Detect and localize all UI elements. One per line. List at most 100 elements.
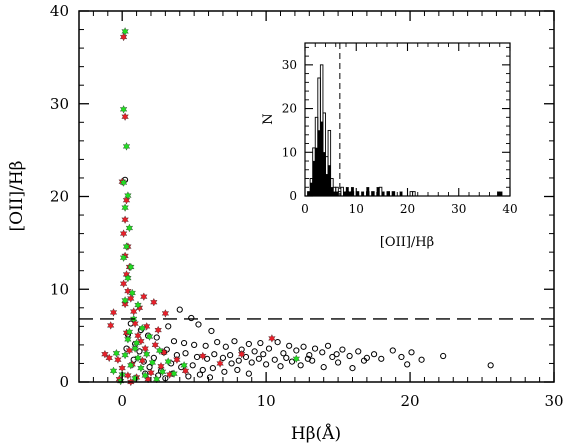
y-tick-label: 0 [59, 373, 69, 391]
open-circle-point [324, 342, 332, 349]
open-circle-point [293, 347, 300, 354]
inset-x-tick-label: 40 [502, 202, 517, 216]
open-circle-point [404, 361, 411, 368]
green-star-point [112, 348, 121, 358]
y-tick-label: 10 [50, 280, 69, 298]
green-star-point [180, 361, 188, 370]
open-circle-point [150, 354, 157, 361]
red-star-point [101, 350, 109, 359]
green-star-point [134, 353, 142, 363]
open-circle-point [204, 355, 211, 362]
red-star-point [147, 368, 155, 377]
green-star-point [158, 367, 167, 377]
green-star-point [164, 357, 172, 366]
open-circle-point [274, 339, 281, 346]
green-star-point [155, 346, 164, 355]
open-circle-point [153, 334, 160, 341]
x-tick-label: 10 [257, 392, 276, 410]
open-circle-point [185, 373, 192, 380]
main-scatter-plot: 0 10 20 30 0 10 20 30 40 Hβ(Å) [OII]/Hβ [7, 2, 564, 444]
inset-y-tick-label: 30 [282, 58, 297, 72]
open-circle-point [146, 364, 153, 371]
red-star-point [119, 32, 128, 42]
y-tick-label: 30 [50, 95, 69, 113]
open-circle-point [251, 348, 258, 355]
red-star-point [268, 334, 276, 343]
red-star-point [125, 346, 134, 355]
green-star-point [125, 327, 134, 337]
green-star-point [127, 361, 135, 370]
open-circle-point [487, 362, 494, 369]
open-circle-point [208, 327, 215, 335]
open-circle-point [277, 363, 284, 370]
open-circle-point [300, 343, 307, 350]
main-markers-layer [101, 27, 494, 387]
open-circle-point [408, 349, 415, 356]
open-circle-point [202, 342, 209, 349]
green-star-point [127, 262, 135, 272]
open-circle-point [188, 314, 195, 322]
green-star-point [109, 366, 118, 376]
open-circle-point [222, 343, 229, 350]
green-star-point [145, 332, 154, 341]
open-circle-point [245, 340, 252, 348]
inset-y-axis-title: N [261, 113, 276, 124]
open-circle-point [288, 358, 296, 365]
inset-x-tick-label: 0 [301, 202, 309, 216]
open-circle-point [242, 353, 250, 361]
open-circle-point [260, 351, 267, 358]
green-star-point [124, 335, 132, 344]
inset-y-tick-label: 20 [282, 102, 297, 116]
open-circle-point [286, 342, 293, 349]
open-circle-point [211, 351, 218, 358]
green-star-point [121, 296, 129, 305]
green-star-point [124, 191, 132, 200]
green-star-point [121, 27, 129, 36]
x-tick-label: 20 [401, 392, 420, 410]
open-circle-point [199, 366, 206, 374]
green-star-point [137, 363, 145, 373]
open-circle-point [257, 339, 264, 347]
red-star-point [105, 353, 113, 363]
y-tick-label: 20 [50, 188, 69, 206]
green-star-point [117, 376, 125, 386]
open-circle-point [189, 362, 196, 369]
inset-x-axis-title: [OII]/Hβ [380, 235, 434, 250]
green-star-point [121, 203, 129, 212]
green-star-point [125, 223, 134, 233]
red-star-point [114, 355, 122, 364]
red-star-point [130, 307, 138, 316]
green-star-point [143, 350, 151, 359]
green-star-point [119, 253, 128, 262]
red-star-point [143, 322, 151, 331]
green-star-point [292, 354, 300, 364]
open-circle-point [349, 364, 356, 372]
red-star-point [173, 355, 181, 364]
open-circle-point [265, 345, 273, 352]
red-star-point [161, 309, 170, 318]
open-circle-point [193, 353, 201, 361]
red-star-point [121, 112, 129, 121]
red-star-point [127, 294, 135, 303]
main-y-axis-title: [OII]/Hβ [7, 160, 27, 231]
open-circle-point [283, 354, 290, 361]
open-circle-point [334, 359, 342, 366]
open-circle-point [228, 360, 235, 367]
open-circle-point [378, 355, 385, 362]
open-circle-point [389, 347, 396, 354]
open-circle-point [231, 338, 238, 345]
red-star-point [238, 350, 246, 359]
open-circle-point [370, 351, 378, 358]
open-circle-point [346, 352, 353, 360]
open-circle-point [219, 354, 227, 361]
red-star-point [140, 292, 148, 301]
red-star-point [109, 308, 118, 317]
inset-histogram: 0 10 20 30 40 0 10 20 30 [OII]/Hβ N [261, 38, 518, 258]
main-axes-layer: 0 10 20 30 0 10 20 30 40 [50, 2, 564, 410]
open-circle-point [165, 323, 172, 330]
open-circle-point [418, 356, 425, 363]
open-circle-point [182, 350, 189, 357]
red-star-point [124, 286, 132, 296]
y-tick-label: 40 [50, 2, 69, 20]
green-star-point [170, 369, 178, 378]
